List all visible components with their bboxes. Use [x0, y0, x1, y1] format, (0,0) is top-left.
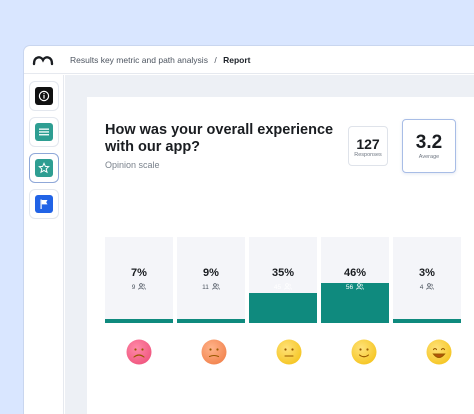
sidebar-item-info[interactable]: [29, 81, 59, 111]
people-icon: [284, 283, 292, 290]
bar-percent-label: 35%: [271, 267, 295, 279]
top-bar: Results key metric and path analysis / R…: [24, 46, 474, 74]
average-label: Average: [418, 154, 440, 160]
bar-3[interactable]: 35% 45: [249, 237, 317, 323]
bar-2[interactable]: 9% 11: [177, 237, 245, 323]
responses-stat: 127 Responses: [348, 126, 388, 166]
bar-fill: [321, 283, 389, 323]
average-value: 3.2: [415, 132, 443, 153]
flag-icon: [35, 195, 53, 213]
people-icon: [138, 283, 147, 290]
bar-percent-label: 46%: [343, 267, 367, 279]
bar-count-label: 45: [249, 283, 317, 291]
bar-percent-label: 3%: [419, 267, 435, 279]
bar-1[interactable]: 7% 9: [105, 237, 173, 323]
laughing-face-icon: [426, 339, 452, 365]
smiling-face-icon: [351, 339, 377, 365]
people-icon: [426, 283, 435, 290]
bar-count-label: 11: [177, 283, 245, 291]
opinion-chart: 7% 9 9% 11 35% 45 46% 56 3% 4: [105, 237, 474, 323]
breadcrumb-separator: /: [214, 55, 217, 65]
sidebar-item-flag[interactable]: [29, 189, 59, 219]
responses-label: Responses: [354, 152, 382, 158]
question-card: How was your overall experience with our…: [87, 97, 474, 414]
question-type: Opinion scale: [105, 160, 160, 170]
average-stat: 3.2 Average: [402, 119, 456, 173]
bar-fill: [249, 292, 317, 323]
bar-percent-label: 9%: [203, 267, 219, 279]
question-title: How was your overall experience with our…: [105, 122, 334, 155]
bar-fill: [105, 319, 173, 323]
sidebar: [24, 75, 64, 414]
logo-icon[interactable]: [32, 52, 54, 68]
neutral-face-icon: [276, 339, 302, 365]
list-icon: [35, 123, 53, 141]
bar-percent-label: 7%: [131, 267, 147, 279]
breadcrumb-parent[interactable]: Results key metric and path analysis: [70, 55, 208, 65]
info-icon: [35, 87, 53, 105]
very-sad-face-icon: [126, 339, 152, 365]
report-canvas: How was your overall experience with our…: [65, 75, 474, 414]
star-icon: [35, 159, 53, 177]
breadcrumb-current: Report: [223, 55, 251, 65]
bar-fill: [177, 319, 245, 323]
people-icon: [212, 283, 220, 290]
sidebar-item-list[interactable]: [29, 117, 59, 147]
responses-value: 127: [356, 136, 380, 152]
bar-count-label: 4: [393, 283, 461, 291]
bar-4[interactable]: 46% 56: [321, 237, 389, 323]
app-window: Results key metric and path analysis / R…: [24, 46, 474, 414]
bar-count-label: 9: [105, 283, 173, 291]
bar-fill: [393, 319, 461, 323]
bar-5[interactable]: 3% 4: [393, 237, 461, 323]
breadcrumb: Results key metric and path analysis / R…: [70, 55, 250, 65]
people-icon: [356, 283, 364, 290]
sad-face-icon: [201, 339, 227, 365]
sidebar-item-rating[interactable]: [29, 153, 59, 183]
bar-count-label: 56: [321, 283, 389, 291]
